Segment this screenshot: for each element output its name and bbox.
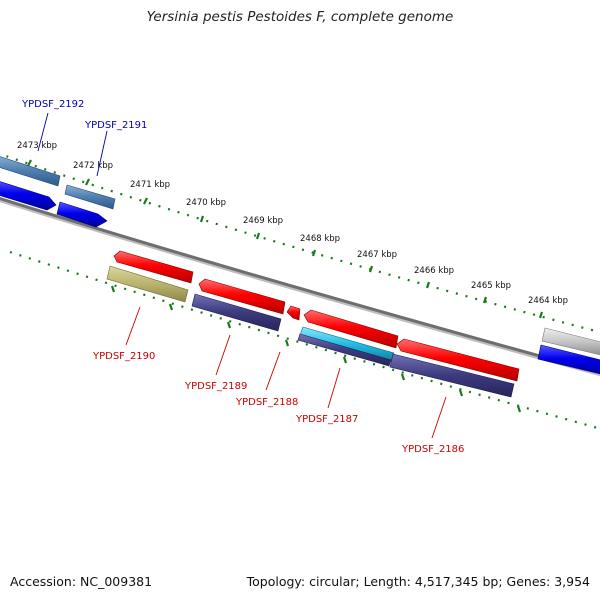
gene-label-ypdsf-2190[interactable]: YPDSF_2190 [92,351,155,362]
scale-ring-outer [0,152,600,334]
cds-ypdsf-2190[interactable] [113,250,194,284]
genome-summary-text: Topology: circular; Length: 4,517,345 bp… [246,574,590,589]
scale-ring-inner [9,250,600,430]
blast-hit-steel-2192[interactable] [0,155,61,187]
scale-label-2466: 2466 kbp [414,266,454,276]
scale-label-2465: 2465 kbp [471,281,511,291]
blast-hit-steel-2191[interactable] [64,184,116,210]
blast-hit-navy-2186[interactable] [389,353,515,398]
cds-ypdsf-2191[interactable] [56,201,108,228]
accession-text: Accession: NC_009381 [10,574,153,589]
scale-label-2468: 2468 kbp [300,234,340,244]
scale-label-2471: 2471 kbp [130,180,170,190]
blast-hit-navy-2187[interactable] [297,333,392,367]
scale-labels: 2473 kbp 2472 kbp 2471 kbp 2470 kbp 2469… [17,141,568,306]
map-title: Yersinia pestis Pestoides F, complete ge… [146,9,454,25]
cds-right-edge[interactable] [537,344,600,375]
blast-hit-cyan-2187[interactable] [299,326,395,362]
blast-hit-gray-right[interactable] [541,327,600,356]
blast-hit-khaki-2190[interactable] [106,265,189,303]
scale-label-2473: 2473 kbp [17,141,57,151]
gene-label-ypdsf-2188[interactable]: YPDSF_2188 [235,397,298,408]
gene-label-ypdsf-2189[interactable]: YPDSF_2189 [184,381,247,392]
genome-backbone [0,196,600,377]
feature-track-right [537,327,600,375]
cds-ypdsf-2192[interactable] [0,180,57,211]
scale-label-2472: 2472 kbp [73,161,113,171]
gene-labels: YPDSF_2192 YPDSF_2191 YPDSF_2190 YPDSF_2… [21,99,464,455]
scale-label-2470: 2470 kbp [186,198,226,208]
scale-label-2469: 2469 kbp [243,216,283,226]
cds-ypdsf-2187[interactable] [303,309,399,349]
blast-hit-navy-2189[interactable] [191,293,282,332]
cds-ypdsf-2186[interactable] [396,338,520,382]
cds-ypdsf-2189[interactable] [198,278,286,315]
scale-label-2464: 2464 kbp [528,296,568,306]
gene-label-ypdsf-2191[interactable]: YPDSF_2191 [84,120,147,131]
gene-label-leaders [37,112,447,439]
scale-label-2467: 2467 kbp [357,250,397,260]
cds-ypdsf-2188[interactable] [286,305,301,321]
gene-label-ypdsf-2186[interactable]: YPDSF_2186 [401,444,464,455]
feature-track-outer [0,155,116,228]
feature-track-inner [106,250,520,398]
gene-label-ypdsf-2187[interactable]: YPDSF_2187 [295,414,358,425]
gene-label-ypdsf-2192[interactable]: YPDSF_2192 [21,99,84,110]
